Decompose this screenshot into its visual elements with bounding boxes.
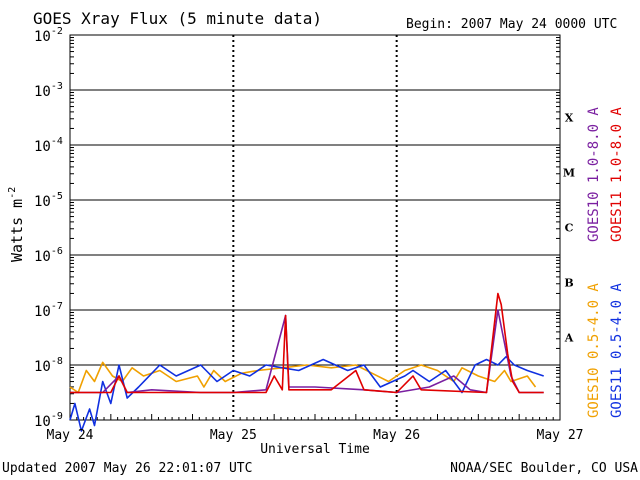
x-tick-label: May 25 — [210, 428, 257, 443]
flare-class-label: M — [563, 167, 575, 180]
legend-label: GOES11 0.5-4.0 A — [609, 283, 625, 418]
x-axis-label: Universal Time — [260, 442, 370, 457]
chart-title: GOES Xray Flux (5 minute data) — [33, 9, 322, 28]
series-line-1 — [69, 355, 544, 432]
updated-timestamp: Updated 2007 May 26 22:01:07 UTC — [2, 461, 252, 476]
series-line-0 — [69, 361, 537, 394]
y-tick-labels: 10-2 10-3 10-4 10-5 10-6 10-7 10-8 10-9 — [34, 26, 63, 430]
y-tick-label: 10-8 — [34, 356, 63, 375]
begin-time: Begin: 2007 May 24 0000 UTC — [406, 17, 617, 32]
legend-label: GOES10 1.0-8.0 A — [586, 107, 602, 242]
series-line-3 — [70, 292, 544, 394]
series-line-2 — [70, 309, 544, 394]
legend-entry: GOES10 0.5-4.0 A — [586, 283, 602, 418]
flare-class-label: B — [564, 277, 573, 290]
legend-label: GOES11 1.0-8.0 A — [609, 107, 625, 242]
y-tick-label: 10-7 — [34, 301, 63, 320]
credit: NOAA/SEC Boulder, CO USA — [450, 461, 638, 476]
flare-class-label: A — [564, 332, 574, 345]
legend-entry: GOES10 1.0-8.0 A — [586, 107, 602, 242]
horizontal-gridlines — [70, 37, 560, 404]
svg-text:Watts m-2: Watts m-2 — [7, 187, 26, 262]
plot-frame — [69, 34, 561, 421]
y-axis-label: Watts m-2 — [7, 187, 26, 262]
series-lines — [69, 292, 544, 432]
y-tick-label: 10-9 — [34, 411, 63, 430]
y-tick-label: 10-5 — [34, 191, 63, 210]
legend-label: GOES10 0.5-4.0 A — [586, 283, 602, 418]
legend-entry: GOES11 0.5-4.0 A — [609, 283, 625, 418]
legend: GOES10 1.0-8.0 A GOES11 1.0-8.0 A GOES10 0… — [586, 107, 625, 418]
y-axis-label-exp: -2 — [7, 187, 18, 199]
plot-area — [69, 34, 561, 432]
x-tick-label: May 27 — [537, 428, 584, 443]
y-tick-label: 10-2 — [34, 26, 63, 45]
legend-entry: GOES11 1.0-8.0 A — [609, 107, 625, 242]
x-tick-label: May 26 — [373, 428, 420, 443]
y-tick-label: 10-3 — [34, 81, 63, 100]
flare-class-label: X — [565, 112, 574, 125]
y-tick-label: 10-4 — [34, 136, 63, 155]
x-tick-label: May 24 — [47, 428, 94, 443]
flare-class-labels: X M C B A — [563, 112, 575, 345]
y-axis-label-base: Watts m — [8, 199, 26, 262]
day-dividers — [76, 35, 554, 420]
flare-class-label: C — [565, 222, 574, 235]
y-tick-label: 10-6 — [34, 246, 63, 265]
x-tick-labels: May 24 May 25 May 26 May 27 — [47, 428, 584, 443]
